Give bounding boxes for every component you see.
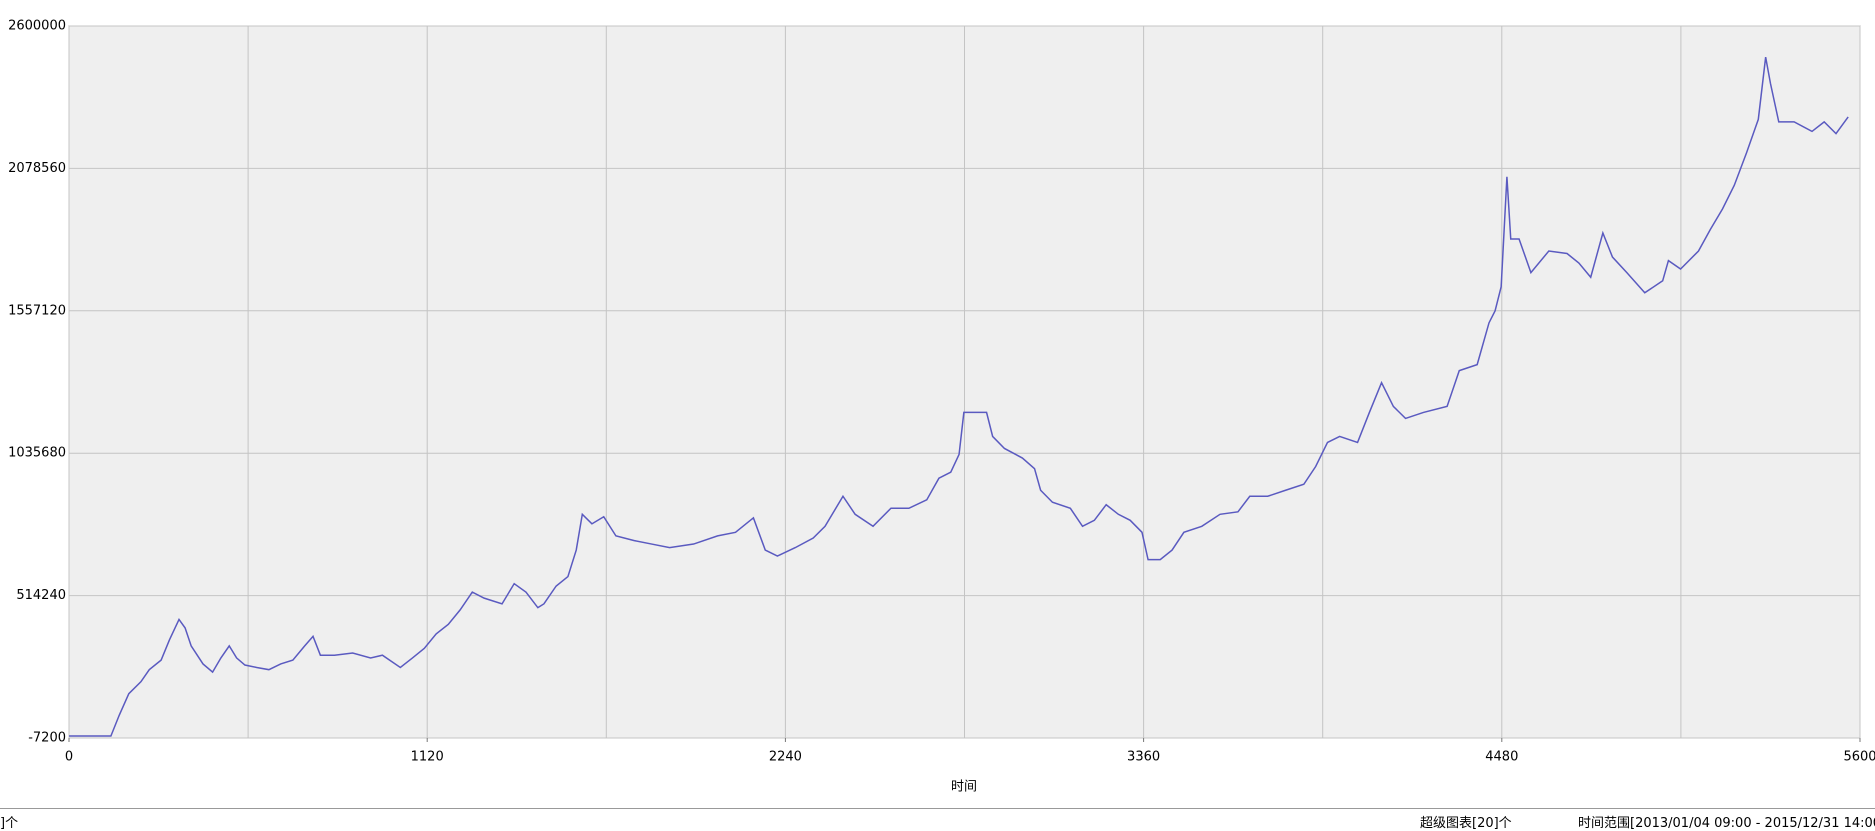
status-bar: ]个 超级图表[20]个 时间范围[2013/01/04 09:00 - 201… xyxy=(0,808,1875,831)
y-tick-label: -7200 xyxy=(28,731,66,746)
y-tick-label: 2600000 xyxy=(8,19,66,34)
x-tick-label: 2240 xyxy=(769,750,802,765)
y-tick-label: 2078560 xyxy=(8,161,66,176)
x-tick-label: 0 xyxy=(65,750,73,765)
status-left: ]个 xyxy=(0,816,19,831)
x-axis-label: 时间 xyxy=(951,780,977,795)
y-tick-label: 1035680 xyxy=(8,446,66,461)
x-tick-label: 5600 xyxy=(1843,750,1875,765)
status-time-range: 时间范围[2013/01/04 09:00 - 2015/12/31 14:00… xyxy=(1578,816,1875,831)
data-line xyxy=(69,56,1849,737)
x-tick-label: 3360 xyxy=(1127,750,1160,765)
x-tick-label: 1120 xyxy=(411,750,444,765)
status-charts: 超级图表[20]个 xyxy=(1420,816,1512,831)
x-tick-label: 4480 xyxy=(1485,750,1518,765)
y-tick-label: 514240 xyxy=(16,588,66,603)
chart: 时间 -7200 514240 1035680 1557120 2078560 26000… xyxy=(8,19,1875,795)
y-tick-label: 1557120 xyxy=(8,303,66,318)
